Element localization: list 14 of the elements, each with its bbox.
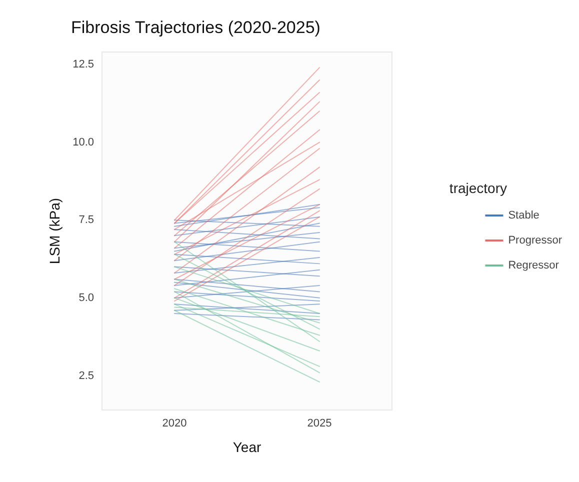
- y-tick-label: 10.0: [72, 136, 94, 148]
- y-tick-label: 7.5: [78, 214, 94, 226]
- y-axis-title: LSM (kPa): [46, 198, 63, 264]
- legend-label: Regressor: [508, 260, 560, 272]
- legend-label: Progressor: [508, 234, 562, 246]
- x-tick-label: 2020: [162, 418, 187, 430]
- x-tick-label: 2025: [307, 418, 332, 430]
- y-tick-label: 5.0: [78, 292, 94, 304]
- x-axis-title: Year: [232, 439, 262, 455]
- legend-title: trajectory: [449, 180, 508, 196]
- legend-label: Stable: [508, 210, 540, 222]
- y-tick-label: 2.5: [78, 370, 94, 382]
- chart-title: Fibrosis Trajectories (2020-2025): [71, 18, 320, 37]
- y-tick-label: 12.5: [72, 58, 94, 70]
